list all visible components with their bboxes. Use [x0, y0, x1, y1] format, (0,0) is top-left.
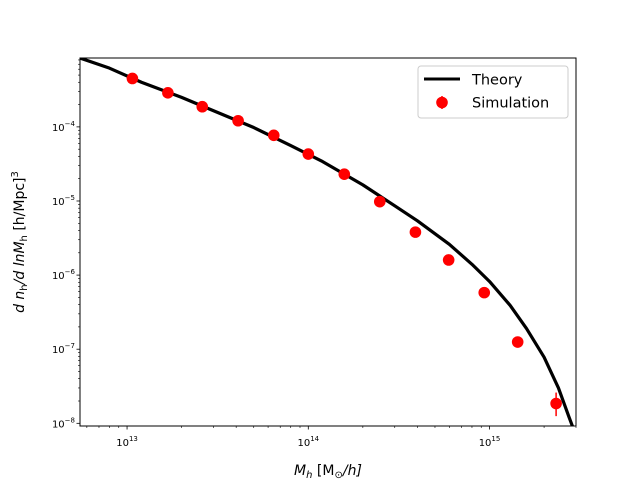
- x-tick-label: 1014: [297, 435, 319, 449]
- y-tick-label: 10−7: [52, 342, 75, 356]
- legend-simulation-label: Simulation: [472, 96, 549, 112]
- legend: Theory Simulation: [417, 65, 569, 119]
- x-tick-label: 1013: [116, 435, 138, 449]
- y-tick-label: 10−5: [52, 194, 75, 208]
- theory-layer: [80, 58, 575, 426]
- simulation-point: [442, 254, 455, 266]
- y-tick-label: 10−4: [52, 120, 76, 134]
- simulation-point: [478, 286, 491, 299]
- plot-area-frame: [79, 57, 577, 427]
- simulation-point: [338, 168, 351, 180]
- x-axis-label: Mh [M⊙/h]: [294, 463, 362, 480]
- simulation-point: [232, 114, 244, 127]
- y-tick-label: 10−6: [52, 268, 76, 282]
- simulation-point: [550, 397, 562, 410]
- x-tick-label: 1015: [479, 435, 501, 449]
- y-tick-label: 10−8: [52, 416, 75, 430]
- legend-theory-label: Theory: [471, 73, 523, 89]
- ticks-layer: 1013 1014 1015 10−8 10−7 10−6 10−5 10−4: [52, 59, 577, 449]
- simulation-point: [196, 100, 209, 113]
- y-axis-label: d nh/d lnMh [h/Mpc]3: [10, 171, 30, 313]
- simulation-point: [302, 148, 315, 160]
- theory-line: [80, 58, 575, 426]
- simulation-layer: [126, 72, 562, 417]
- simulation-point: [162, 87, 174, 99]
- simulation-point: [267, 129, 280, 142]
- legend-simulation-marker: [436, 96, 448, 109]
- simulation-point: [409, 226, 422, 238]
- simulation-point: [373, 195, 386, 208]
- simulation-point: [126, 72, 139, 85]
- simulation-point: [511, 336, 524, 348]
